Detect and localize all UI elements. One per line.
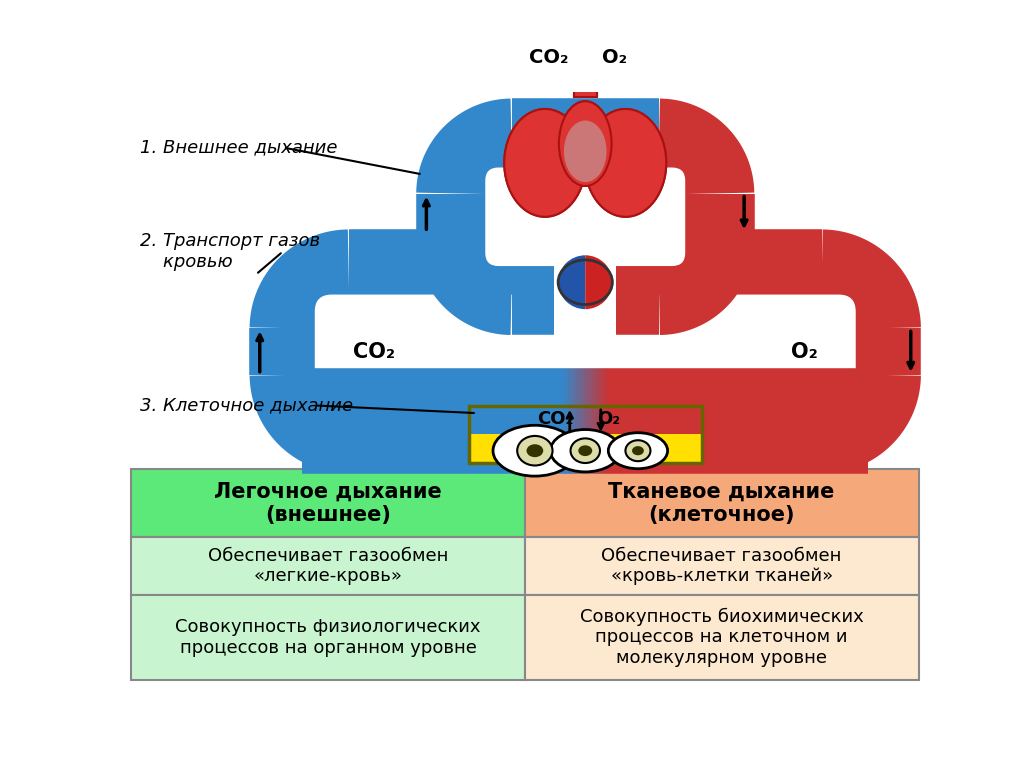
- Text: Совокупность биохимических
процессов на клеточном и
молекулярном уровне: Совокупность биохимических процессов на …: [580, 607, 863, 667]
- Bar: [573, 71, 597, 97]
- Bar: [524, 537, 919, 595]
- Ellipse shape: [626, 440, 650, 461]
- Text: Обеспечивает газообмен
«кровь-клетки тканей»: Обеспечивает газообмен «кровь-клетки тка…: [601, 547, 842, 585]
- Bar: [524, 595, 919, 680]
- Ellipse shape: [526, 444, 544, 457]
- Bar: [469, 436, 701, 463]
- Text: 2. Транспорт газов
    кровью: 2. Транспорт газов кровью: [139, 232, 319, 271]
- Ellipse shape: [517, 436, 553, 466]
- Bar: [469, 434, 701, 463]
- Text: Совокупность физиологических
процессов на органном уровне: Совокупность физиологических процессов н…: [175, 617, 480, 657]
- FancyBboxPatch shape: [314, 295, 856, 409]
- Text: CO₂: CO₂: [352, 341, 394, 361]
- Wedge shape: [586, 255, 612, 309]
- Text: CO₂: CO₂: [538, 410, 573, 428]
- Ellipse shape: [493, 425, 577, 476]
- Ellipse shape: [504, 109, 586, 217]
- Text: CO₂: CO₂: [528, 48, 568, 67]
- FancyBboxPatch shape: [485, 167, 685, 266]
- Text: O₂: O₂: [602, 48, 628, 67]
- Bar: [524, 469, 919, 537]
- Text: O₂: O₂: [597, 410, 620, 428]
- Ellipse shape: [608, 433, 668, 469]
- Text: Обеспечивает газообмен
«легкие-кровь»: Обеспечивает газообмен «легкие-кровь»: [208, 547, 449, 585]
- Ellipse shape: [585, 109, 667, 217]
- Text: 1. Внешнее дыхание: 1. Внешнее дыхание: [139, 139, 337, 156]
- Text: 3. Клеточное дыхание: 3. Клеточное дыхание: [139, 397, 352, 414]
- Bar: [131, 537, 524, 595]
- Ellipse shape: [550, 430, 621, 472]
- Text: Тканевое дыхание
(клеточное): Тканевое дыхание (клеточное): [608, 482, 835, 525]
- Ellipse shape: [559, 101, 611, 186]
- Bar: [131, 595, 524, 680]
- Ellipse shape: [579, 446, 592, 456]
- Bar: [469, 407, 701, 463]
- Ellipse shape: [585, 109, 667, 217]
- Ellipse shape: [559, 101, 611, 186]
- Bar: [469, 407, 701, 436]
- Bar: [131, 469, 524, 537]
- Text: Легочное дыхание
(внешнее): Легочное дыхание (внешнее): [214, 482, 441, 525]
- Wedge shape: [558, 255, 586, 309]
- Ellipse shape: [632, 446, 644, 456]
- Text: O₂: O₂: [791, 341, 818, 361]
- Ellipse shape: [570, 439, 600, 463]
- Ellipse shape: [504, 109, 586, 217]
- Ellipse shape: [564, 120, 606, 182]
- Bar: [573, 71, 597, 97]
- Ellipse shape: [564, 120, 606, 182]
